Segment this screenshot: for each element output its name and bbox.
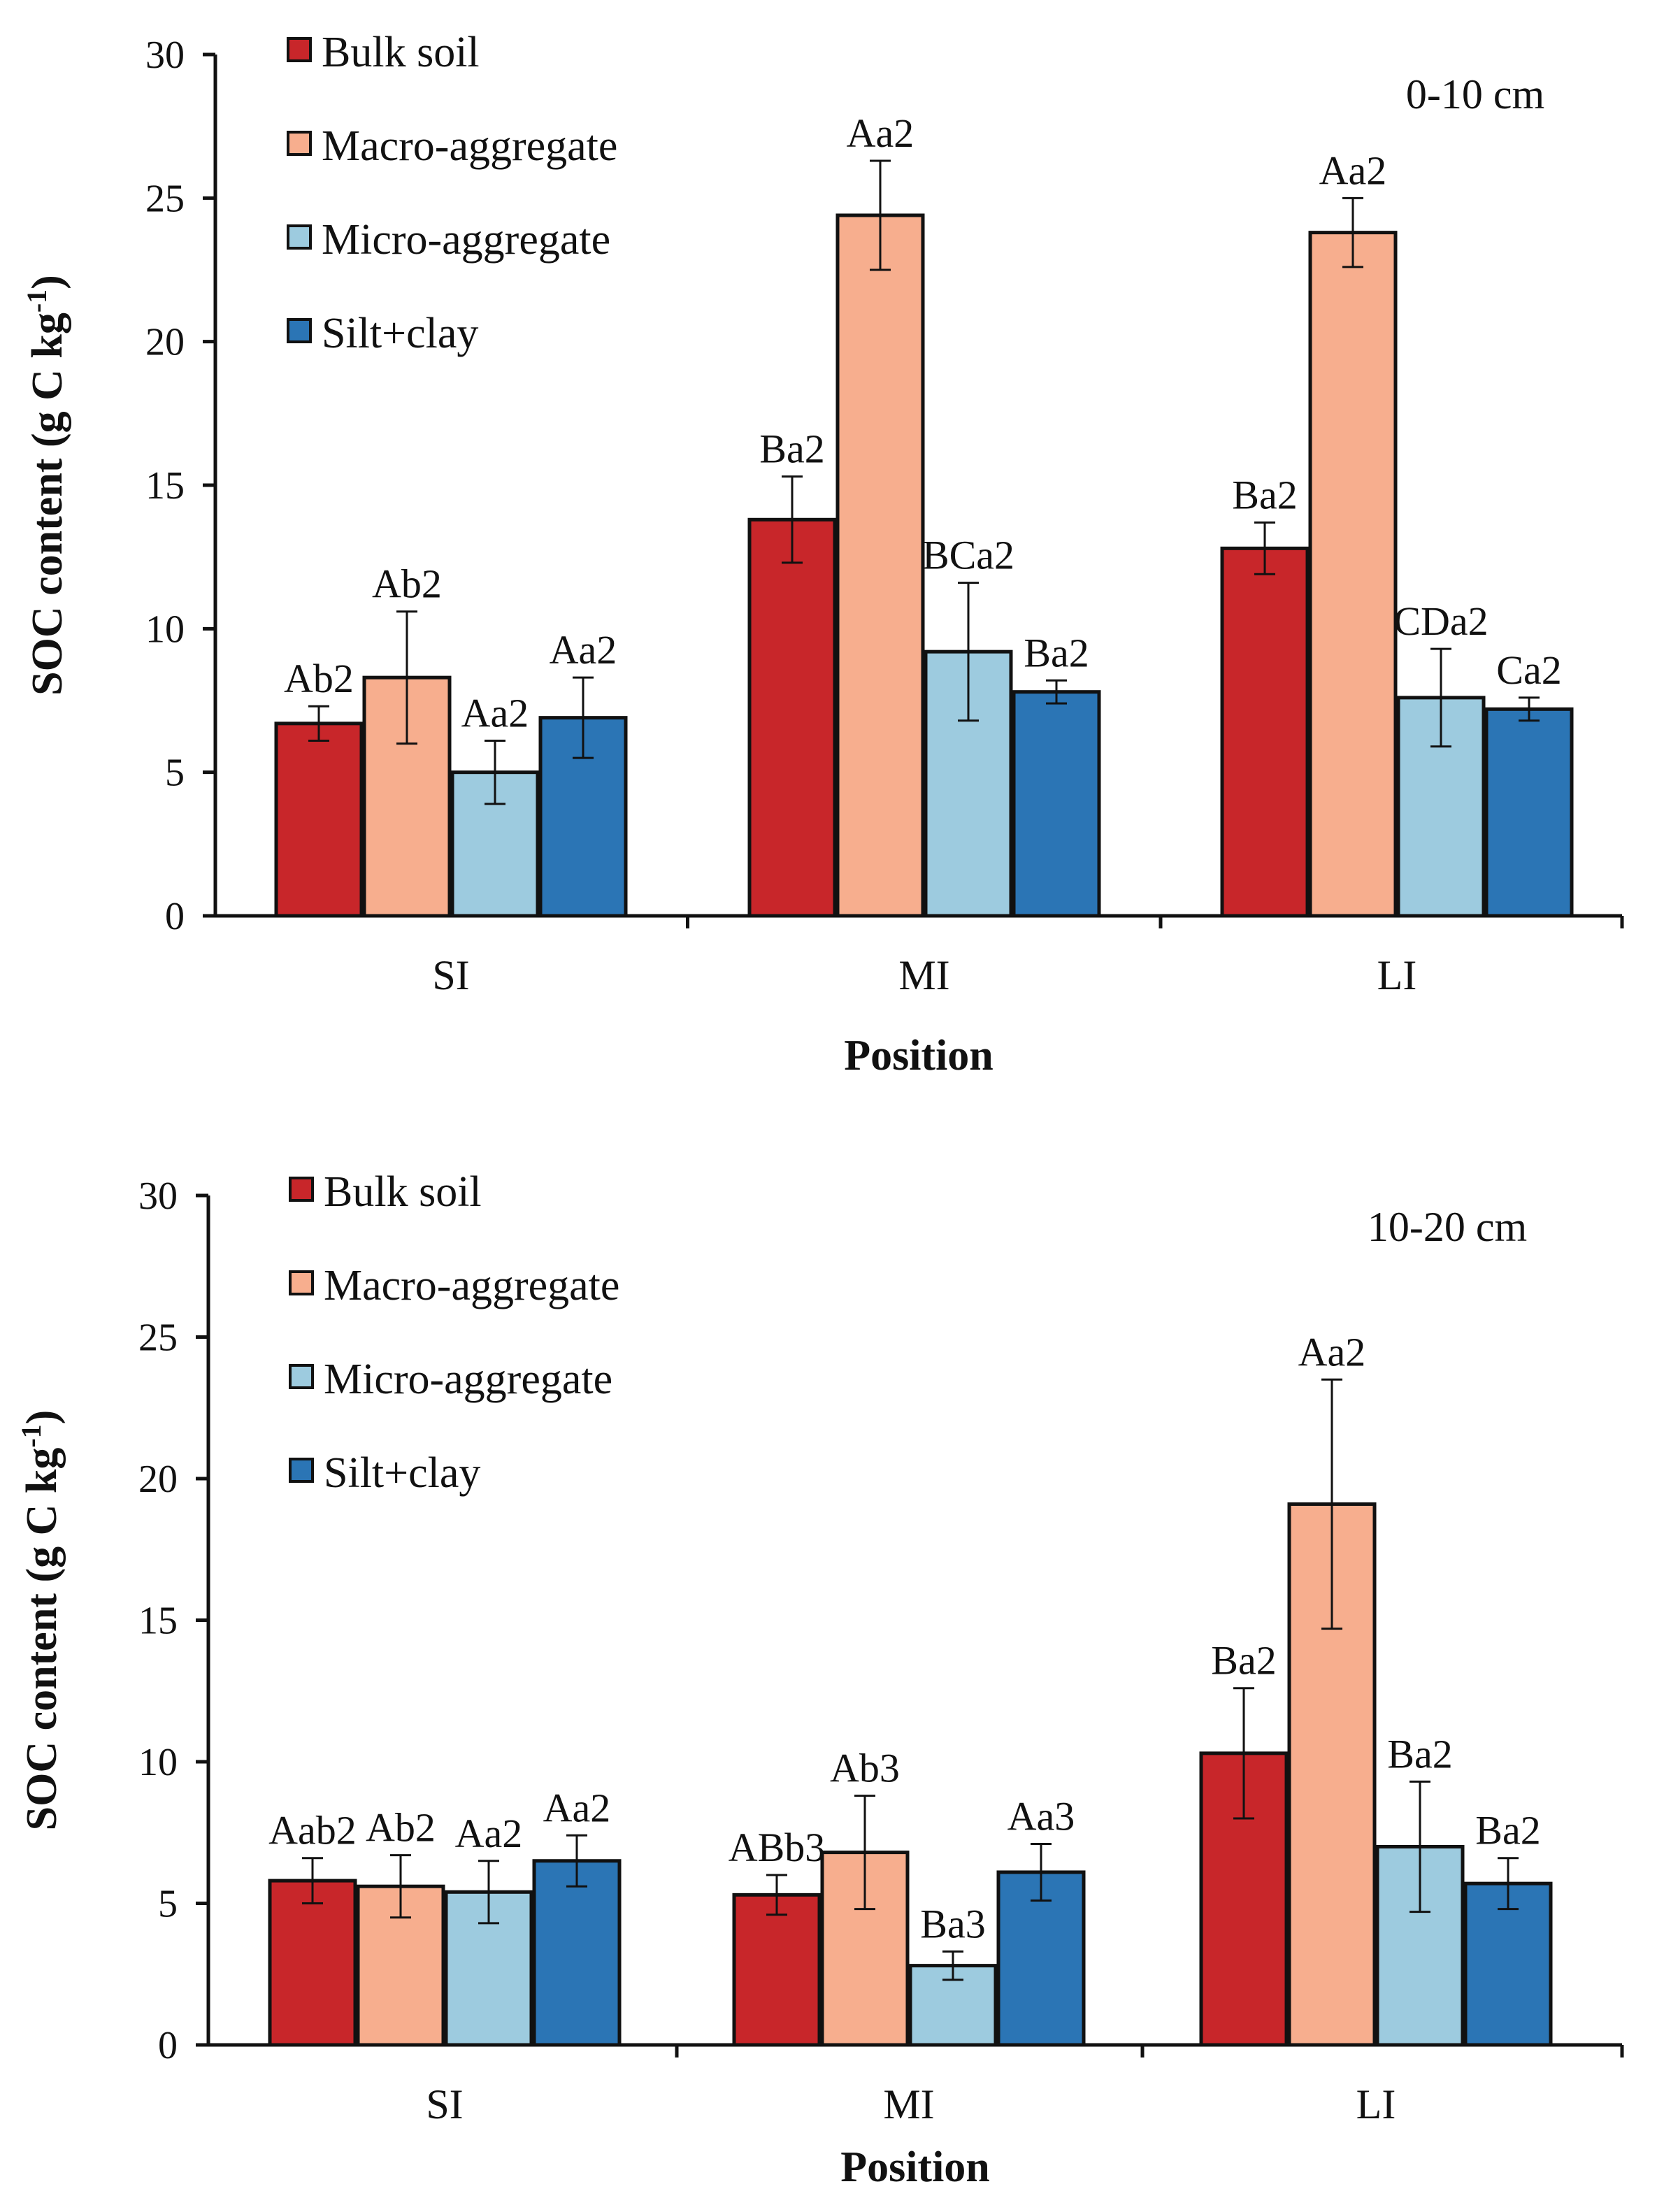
legend-swatch <box>287 131 312 156</box>
legend: Bulk soil Macro-aggregate Micro-aggregate S… <box>287 29 617 357</box>
data-label: Aa3 <box>1007 1793 1075 1839</box>
x-category-label: SI <box>432 952 469 998</box>
legend-swatch <box>287 37 312 62</box>
y-tick-label: 30 <box>145 34 185 77</box>
data-label: ABb3 <box>729 1825 826 1870</box>
y-tick-label: 15 <box>138 1600 178 1643</box>
legend-label: Silt+clay <box>322 310 478 357</box>
bar-macro-aggregate-mi <box>835 213 925 918</box>
legend-label: Macro-aggregate <box>322 122 617 170</box>
legend-label: Macro-aggregate <box>324 1262 619 1309</box>
legend-label: Micro-aggregate <box>322 216 610 264</box>
y-tick-label: 0 <box>158 2024 178 2067</box>
bar-silt-clay-mi <box>1012 690 1101 918</box>
y-tick-label: 10 <box>145 608 185 651</box>
data-label: Ba2 <box>1024 630 1089 675</box>
data-label: Ca2 <box>1496 647 1561 693</box>
data-label: Ba2 <box>1475 1808 1540 1853</box>
data-label: Ab2 <box>366 1805 436 1851</box>
legend-label: Bulk soil <box>324 1168 482 1216</box>
bar-bulk-soil-si <box>274 721 364 918</box>
data-label: Aa2 <box>1298 1329 1366 1374</box>
data-label: Aa2 <box>455 1811 523 1856</box>
legend-swatch <box>287 224 312 250</box>
data-label: Ab3 <box>830 1746 900 1791</box>
data-label: Ba2 <box>759 426 824 472</box>
data-label: Aa2 <box>1319 148 1387 193</box>
bar-bulk-soil-si <box>268 1879 357 2047</box>
legend: Bulk soil Macro-aggregate Micro-aggregate S… <box>289 1168 619 1497</box>
data-label: Ba2 <box>1211 1638 1276 1683</box>
data-label: Ba2 <box>1232 472 1297 517</box>
depth-label: 10-20 cm <box>1368 1204 1527 1250</box>
y-tick-label: 25 <box>138 1316 178 1360</box>
data-label: Aa2 <box>550 627 617 673</box>
data-label: Ab2 <box>372 561 442 607</box>
data-label: Aa2 <box>847 110 914 156</box>
legend-label: Silt+clay <box>324 1449 480 1497</box>
chart-panel-top: 0 5 10 15 20 25 30 Ab2 Ab2 Aa2 Aa2 SI Ba2 Aa2 BCa2 Ba2 M… <box>21 29 1624 1079</box>
depth-label: 0-10 cm <box>1406 71 1544 117</box>
bar-macro-aggregate-li <box>1308 231 1398 918</box>
data-label: BCa2 <box>922 533 1014 578</box>
y-tick-label: 5 <box>158 1883 178 1926</box>
x-category-label: MI <box>898 952 949 998</box>
y-tick-label: 25 <box>145 177 185 220</box>
x-category-label: LI <box>1377 952 1417 998</box>
bar-silt-clay-si <box>532 1859 622 2047</box>
y-tick-label: 5 <box>165 752 185 795</box>
data-label: Ba3 <box>920 1901 985 1946</box>
y-tick-label: 20 <box>138 1458 178 1501</box>
bar-bulk-soil-mi <box>747 517 837 918</box>
data-label: Aa2 <box>461 690 529 735</box>
y-tick-label: 30 <box>138 1175 178 1218</box>
y-axis-title: SOC content (g C kg-1) <box>21 275 71 696</box>
y-tick-label: 10 <box>138 1741 178 1784</box>
x-category-label: MI <box>883 2081 934 2127</box>
bar-silt-clay-li <box>1484 707 1574 918</box>
y-tick-label: 15 <box>145 464 185 508</box>
data-label: Ba2 <box>1387 1731 1452 1776</box>
bar-bulk-soil-li <box>1220 546 1310 918</box>
legend-swatch <box>289 1364 314 1389</box>
data-label: Aa2 <box>543 1785 611 1830</box>
bar-bulk-soil-mi <box>732 1893 822 2047</box>
y-axis-title: SOC content (g C kg-1) <box>15 1410 66 1831</box>
legend-label: Micro-aggregate <box>324 1356 612 1403</box>
data-label: Ab2 <box>284 656 354 701</box>
x-category-label: SI <box>426 2081 463 2127</box>
x-axis-title: Position <box>840 2143 990 2191</box>
legend-label: Bulk soil <box>322 29 480 76</box>
x-category-label: LI <box>1356 2081 1396 2127</box>
y-tick-label: 0 <box>165 895 185 938</box>
legend-swatch <box>289 1270 314 1295</box>
legend-swatch <box>289 1458 314 1483</box>
x-axis-title: Position <box>844 1032 994 1079</box>
data-label: CDa2 <box>1393 598 1488 644</box>
y-tick-label: 20 <box>145 321 185 364</box>
legend-swatch <box>287 318 312 343</box>
legend-swatch <box>289 1177 314 1202</box>
data-label: Aab2 <box>268 1808 357 1853</box>
